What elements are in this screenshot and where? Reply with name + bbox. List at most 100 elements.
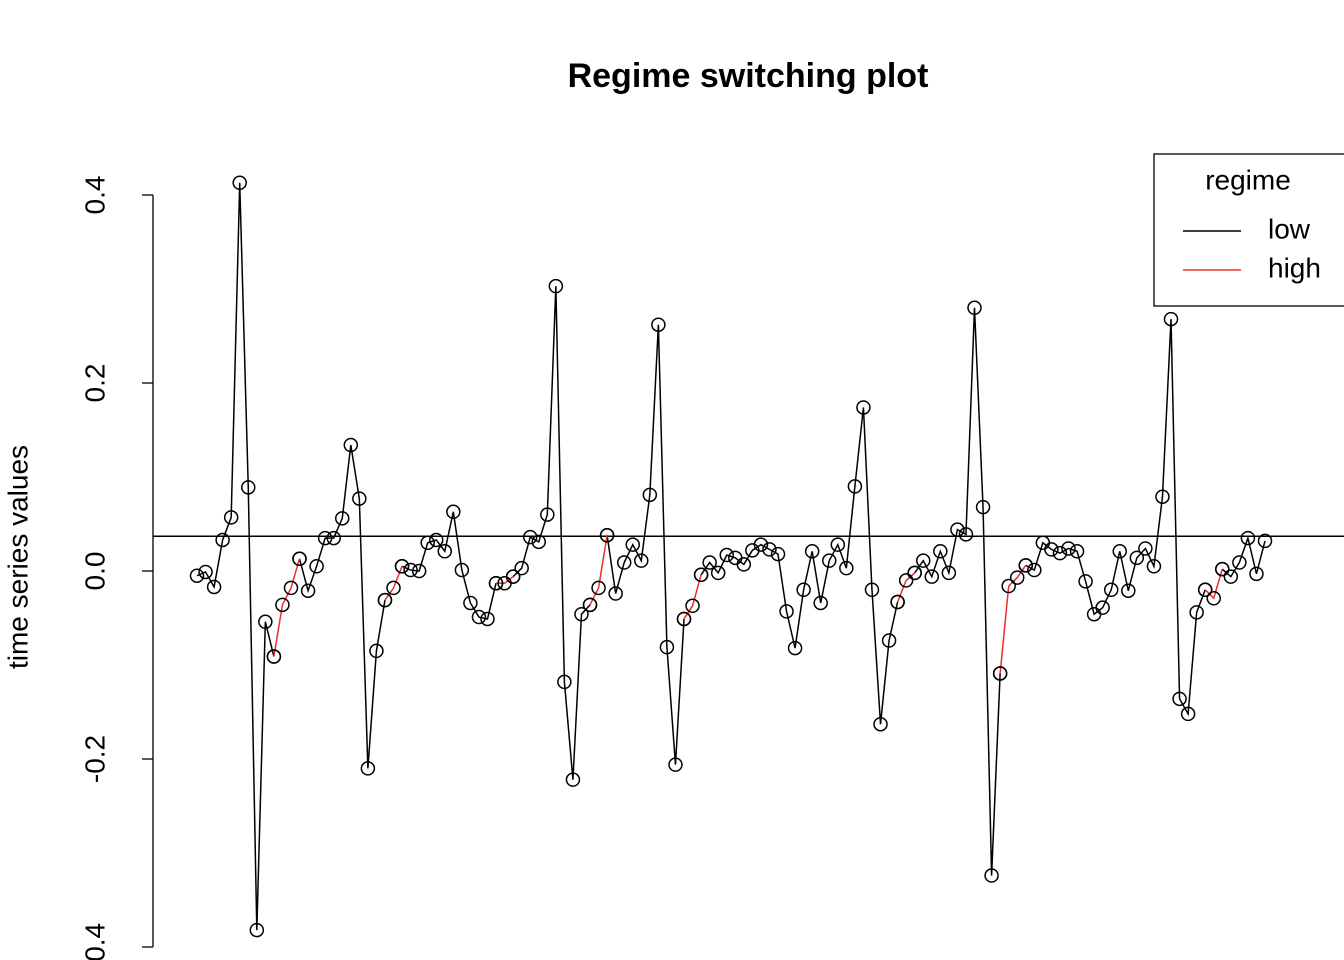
data-point bbox=[198, 564, 213, 580]
data-point bbox=[975, 499, 991, 515]
data-point bbox=[1180, 706, 1196, 722]
data-point bbox=[822, 553, 837, 568]
legend-box bbox=[1153, 153, 1344, 307]
series-line bbox=[298, 444, 386, 769]
series-line bbox=[914, 307, 1001, 876]
data-point bbox=[300, 583, 316, 598]
data-point bbox=[309, 559, 324, 574]
data-point bbox=[249, 922, 265, 938]
data-point bbox=[241, 480, 256, 495]
data-point bbox=[343, 437, 359, 453]
data-point bbox=[1095, 600, 1110, 615]
data-point bbox=[360, 761, 376, 776]
series-line bbox=[512, 286, 591, 780]
data-point bbox=[651, 317, 666, 332]
data-point bbox=[599, 528, 615, 543]
data-point bbox=[1146, 559, 1162, 574]
series-line bbox=[1204, 568, 1223, 600]
data-point bbox=[753, 537, 769, 552]
data-point bbox=[1112, 544, 1128, 559]
data-point bbox=[958, 527, 974, 542]
data-point bbox=[1206, 591, 1221, 606]
data-point bbox=[369, 643, 384, 659]
data-point bbox=[967, 300, 982, 316]
data-point bbox=[189, 568, 205, 583]
y-axis-label: time series values bbox=[2, 445, 33, 669]
data-point bbox=[582, 597, 598, 613]
data-point bbox=[1138, 541, 1153, 556]
data-point bbox=[1129, 550, 1145, 566]
data-point bbox=[471, 609, 487, 625]
data-point bbox=[420, 535, 435, 551]
data-point bbox=[813, 595, 828, 611]
data-point bbox=[1052, 545, 1068, 561]
data-point bbox=[531, 534, 547, 550]
data-point bbox=[1001, 578, 1016, 594]
data-point bbox=[890, 594, 905, 610]
data-point bbox=[693, 567, 709, 583]
data-point bbox=[1044, 542, 1059, 557]
series-line bbox=[1221, 535, 1266, 578]
data-point bbox=[591, 580, 606, 596]
data-point bbox=[463, 595, 478, 611]
data-point bbox=[1163, 311, 1179, 327]
data-point bbox=[326, 530, 341, 546]
data-point bbox=[223, 510, 239, 525]
legend-title: regime bbox=[1205, 164, 1291, 195]
series-line bbox=[606, 324, 685, 765]
data-point bbox=[933, 544, 948, 559]
data-point bbox=[642, 487, 658, 503]
data-point bbox=[702, 555, 717, 570]
data-point bbox=[394, 559, 410, 574]
data-point bbox=[984, 868, 999, 883]
data-point bbox=[377, 592, 393, 608]
data-point bbox=[856, 400, 871, 415]
data-point bbox=[1121, 583, 1136, 598]
data-point bbox=[1232, 555, 1247, 570]
y-tick-label: -0.2 bbox=[79, 735, 110, 783]
legend-label: low bbox=[1268, 213, 1311, 244]
series-line bbox=[896, 572, 916, 603]
data-point bbox=[634, 553, 649, 568]
data-point bbox=[1009, 570, 1025, 585]
data-point bbox=[1215, 561, 1230, 577]
data-point bbox=[514, 560, 529, 576]
series-line bbox=[683, 574, 702, 620]
data-point bbox=[1197, 582, 1213, 598]
data-point bbox=[428, 532, 444, 548]
data-point bbox=[779, 604, 794, 619]
data-point bbox=[1249, 566, 1264, 582]
data-point bbox=[437, 544, 453, 559]
data-point bbox=[446, 504, 461, 520]
y-tick-label: 0.0 bbox=[79, 552, 110, 591]
y-tick-label: 0.2 bbox=[79, 364, 110, 403]
data-point bbox=[574, 606, 589, 622]
data-point bbox=[710, 565, 726, 581]
data-point bbox=[796, 582, 811, 598]
data-point bbox=[992, 666, 1008, 681]
data-point bbox=[1061, 541, 1076, 556]
data-point bbox=[1155, 489, 1170, 504]
data-point bbox=[403, 562, 418, 578]
data-point bbox=[736, 557, 752, 572]
data-point bbox=[548, 278, 564, 294]
series-line bbox=[273, 558, 301, 657]
data-point bbox=[668, 757, 683, 772]
data-point bbox=[480, 611, 495, 627]
data-point bbox=[950, 522, 965, 537]
data-point bbox=[1223, 569, 1239, 584]
data-point bbox=[206, 579, 222, 595]
data-point bbox=[770, 546, 786, 562]
y-tick-label: -0.4 bbox=[79, 923, 110, 960]
data-point bbox=[1018, 558, 1034, 573]
data-point bbox=[352, 491, 367, 506]
data-point bbox=[847, 479, 863, 494]
data-point bbox=[685, 598, 700, 614]
data-point bbox=[411, 563, 427, 579]
data-point bbox=[1172, 691, 1187, 707]
data-point bbox=[839, 560, 854, 576]
data-point bbox=[864, 582, 880, 598]
y-tick-label: 0.4 bbox=[79, 176, 110, 215]
data-point bbox=[258, 614, 273, 630]
